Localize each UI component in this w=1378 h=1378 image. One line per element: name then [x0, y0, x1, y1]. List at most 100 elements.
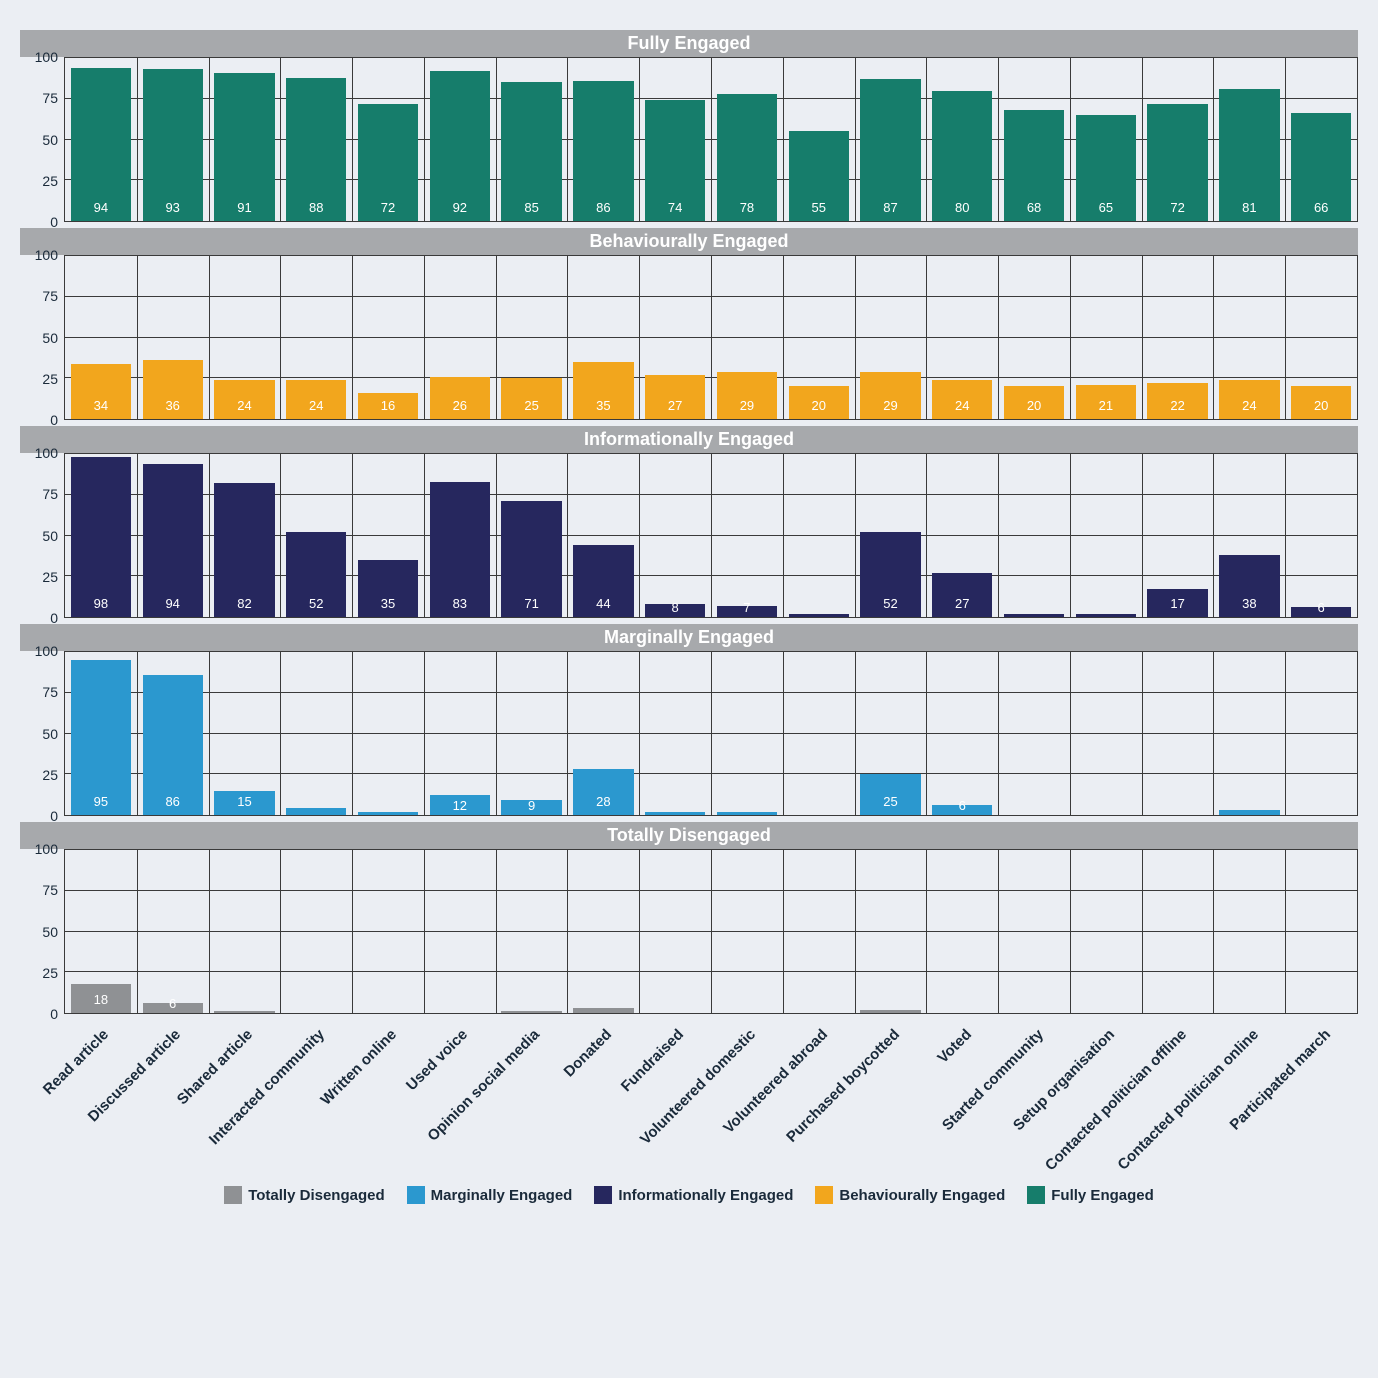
bar-slot: 27 — [639, 256, 711, 419]
y-tick-label: 25 — [42, 767, 58, 783]
panel-title: Informationally Engaged — [20, 426, 1358, 453]
bar: 25 — [860, 774, 920, 815]
bar-value-label: 26 — [453, 398, 467, 413]
bar-value-label: 88 — [309, 200, 323, 215]
bar: 36 — [143, 360, 203, 419]
bar: 15 — [214, 791, 274, 815]
plot-area: 18 6 — [64, 849, 1358, 1014]
bar-value-label: 21 — [1099, 398, 1113, 413]
chart-panel: Marginally Engaged0255075100958615129282… — [20, 624, 1358, 816]
bar: 12 — [430, 795, 490, 815]
bar-slot — [1070, 652, 1142, 815]
bar: 72 — [358, 104, 418, 221]
bar-value-label: 20 — [1027, 398, 1041, 413]
bar-value-label: 17 — [1170, 596, 1184, 611]
bar: 94 — [71, 68, 131, 221]
bar-value-label: 8 — [672, 600, 679, 615]
bar-value-label: 82 — [237, 596, 251, 611]
bar — [1076, 614, 1136, 617]
bar-slot — [639, 850, 711, 1013]
bar-slot — [1214, 652, 1286, 815]
legend-item: Totally Disengaged — [224, 1186, 384, 1204]
bar-slot: 9 — [496, 652, 568, 815]
bar-value-label: 72 — [1170, 200, 1184, 215]
x-category-label: Voted — [934, 1026, 975, 1067]
bars-container: 949391887292858674785587806865728166 — [65, 58, 1357, 221]
bar-slot: 6 — [137, 850, 209, 1013]
legend-label: Marginally Engaged — [431, 1187, 573, 1204]
bar-value-label: 38 — [1242, 596, 1256, 611]
legend: Totally Disengaged Marginally Engaged Info… — [20, 1186, 1358, 1204]
bar-value-label: 87 — [883, 200, 897, 215]
bar: 80 — [932, 91, 992, 221]
bar-slot — [1214, 850, 1286, 1013]
bar-slot — [1070, 850, 1142, 1013]
plot-area: 95861512928256 — [64, 651, 1358, 816]
bar-slot — [496, 850, 568, 1013]
bar-value-label: 86 — [165, 794, 179, 809]
bar-slot — [1285, 850, 1357, 1013]
bar-value-label: 34 — [94, 398, 108, 413]
bar — [1219, 810, 1279, 815]
bar-slot: 83 — [424, 454, 496, 617]
bar — [214, 1011, 274, 1013]
panel-title: Totally Disengaged — [20, 822, 1358, 849]
bar-slot: 15 — [209, 652, 281, 815]
bars-container: 343624241626253527292029242021222420 — [65, 256, 1357, 419]
bar-slot — [855, 850, 927, 1013]
bar: 65 — [1076, 115, 1136, 221]
bar: 24 — [1219, 380, 1279, 419]
plot-area: 989482523583714487522717386 — [64, 453, 1358, 618]
bar: 55 — [789, 131, 849, 221]
bar: 29 — [860, 372, 920, 419]
bar: 35 — [358, 560, 418, 617]
bar: 24 — [214, 380, 274, 419]
y-tick-label: 25 — [42, 569, 58, 585]
bar-slot — [998, 850, 1070, 1013]
bar: 21 — [1076, 385, 1136, 419]
y-tick-label: 50 — [42, 924, 58, 940]
bar-slot: 18 — [65, 850, 137, 1013]
bar-slot — [424, 850, 496, 1013]
legend-item: Informationally Engaged — [594, 1186, 793, 1204]
bar-slot: 20 — [998, 256, 1070, 419]
bar: 74 — [645, 100, 705, 221]
bar-value-label: 16 — [381, 398, 395, 413]
bar-slot: 12 — [424, 652, 496, 815]
bar-slot — [352, 850, 424, 1013]
bar-slot — [1285, 652, 1357, 815]
bar-value-label: 6 — [169, 996, 176, 1011]
bar: 6 — [932, 805, 992, 815]
bar-value-label: 27 — [668, 398, 682, 413]
bar: 86 — [573, 81, 633, 221]
bar-value-label: 9 — [528, 798, 535, 813]
bar-slot: 28 — [567, 652, 639, 815]
y-tick-label: 0 — [50, 1006, 58, 1022]
y-axis: 0255075100 — [20, 849, 64, 1014]
bar: 52 — [860, 532, 920, 617]
legend-label: Totally Disengaged — [248, 1187, 384, 1204]
bar: 24 — [286, 380, 346, 419]
bar-value-label: 15 — [237, 794, 251, 809]
bar-slot: 94 — [65, 58, 137, 221]
bar-slot — [711, 652, 783, 815]
bar: 91 — [214, 73, 274, 221]
bar: 20 — [1004, 386, 1064, 419]
bar-slot: 66 — [1285, 58, 1357, 221]
bar: 16 — [358, 393, 418, 419]
legend-swatch — [1027, 1186, 1045, 1204]
bar-slot: 65 — [1070, 58, 1142, 221]
bar-slot — [280, 652, 352, 815]
y-axis: 0255075100 — [20, 255, 64, 420]
bar-slot — [639, 652, 711, 815]
bar-value-label: 7 — [743, 600, 750, 615]
legend-item: Fully Engaged — [1027, 1186, 1154, 1204]
bar-slot: 22 — [1142, 256, 1214, 419]
bar — [501, 1011, 561, 1013]
bar-value-label: 36 — [165, 398, 179, 413]
bar-slot: 24 — [1214, 256, 1286, 419]
bar-slot — [1142, 850, 1214, 1013]
bar: 35 — [573, 362, 633, 419]
bar: 94 — [143, 464, 203, 617]
bar-slot: 92 — [424, 58, 496, 221]
